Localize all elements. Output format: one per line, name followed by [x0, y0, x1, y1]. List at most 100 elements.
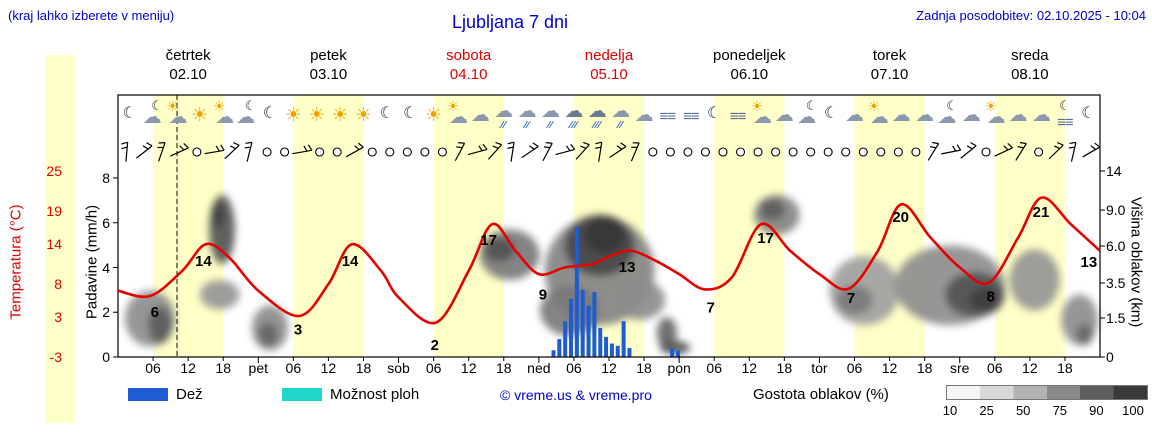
rain-bar — [592, 292, 597, 357]
calm-wind-icon — [823, 147, 833, 157]
wind-barb-icon — [994, 142, 1013, 157]
day-abbrev-label: pet — [248, 360, 269, 376]
sun-icon: ☀ — [308, 105, 326, 126]
rain-bar — [563, 321, 568, 357]
rain-icon: ☁ ∕∕ — [611, 101, 631, 131]
temp-value-label: 2 — [431, 337, 439, 354]
wind-barb-icon — [630, 142, 640, 162]
calm-wind-icon — [420, 147, 430, 157]
copyright-link[interactable]: © vreme.us & vreme.pro — [500, 387, 652, 403]
calm-wind-icon — [700, 147, 710, 157]
day-name-petek: petek — [310, 47, 347, 64]
wind-barb-icon — [521, 142, 539, 159]
sun-icon: ☀ — [425, 105, 443, 126]
wind-barb-icon — [487, 141, 503, 160]
rain-bar — [627, 348, 632, 357]
density-tick-label: 75 — [1052, 403, 1068, 418]
cloud-density-legend-label: Gostota oblakov (%) — [753, 386, 889, 403]
wind-barb-icon — [1048, 141, 1064, 160]
rain-bar — [586, 305, 591, 357]
wind-barb-icon — [292, 144, 313, 155]
calm-wind-icon — [718, 147, 728, 157]
cloud-blob — [759, 198, 785, 221]
rain-bar — [670, 348, 675, 357]
cloud-icon: ☁ — [774, 105, 794, 126]
wind-barb-icon — [575, 141, 590, 160]
precip-axis-tick: 4 — [102, 259, 110, 276]
calm-wind-icon — [648, 147, 658, 157]
wind-barb-icon — [244, 141, 253, 162]
moon-icon: ☾ — [379, 105, 395, 122]
calm-wind-icon — [332, 147, 342, 157]
cloud-blob — [614, 279, 666, 320]
density-tick-label: 25 — [979, 403, 994, 418]
wind-barb-icon — [507, 141, 515, 162]
calm-wind-icon — [806, 147, 816, 157]
cloud-blob — [258, 322, 279, 347]
showers-legend-swatch — [282, 388, 322, 401]
hour-label: 12 — [1022, 360, 1038, 376]
cloudmoon-icon: ☾ ☁ — [937, 98, 958, 128]
temp-value-label: 7 — [707, 299, 715, 316]
rain-bar — [551, 350, 556, 357]
day-date-06.10: 06.10 — [730, 66, 769, 83]
temp-value-label: 14 — [342, 253, 359, 270]
cloudmoon-icon: ☾ ☁ — [236, 98, 257, 128]
hour-label: 06 — [986, 360, 1003, 376]
cloudmoon-icon: ☾ ☁ — [142, 98, 163, 128]
temp-value-label: 21 — [1033, 204, 1050, 221]
calm-wind-icon — [437, 147, 447, 157]
wind-barb-icon — [542, 142, 553, 162]
hour-label: 18 — [1057, 360, 1073, 376]
day-abbrev-label: sob — [387, 360, 410, 376]
fog-icon: ≡≡ — [683, 108, 700, 125]
hour-label: 06 — [425, 360, 442, 376]
calm-wind-icon — [192, 147, 202, 157]
rain-bar — [621, 321, 626, 357]
day-name-ponedeljek: ponedeljek — [713, 47, 786, 64]
hour-label: 18 — [215, 360, 231, 376]
day-name-nedelja: nedelja — [584, 47, 634, 64]
calm-wind-icon — [911, 147, 921, 157]
cloud-cover-layer — [125, 194, 1098, 355]
hour-label: 12 — [180, 360, 196, 376]
temp-value-label: 8 — [987, 289, 995, 306]
density-tick-label: 10 — [942, 403, 958, 418]
day-name-sobota: sobota — [446, 47, 492, 64]
temp-axis-tick: 19 — [46, 202, 62, 219]
cloud-blob — [1076, 323, 1093, 346]
day-abbrev-label: pon — [667, 360, 691, 376]
temp-value-label: 17 — [480, 232, 497, 249]
day-date-02.10: 02.10 — [169, 66, 207, 83]
wind-barb-icon — [594, 141, 603, 162]
calm-wind-icon — [402, 147, 412, 157]
suncloud-icon: ☀ ☁ — [212, 98, 235, 128]
calm-wind-icon — [788, 147, 798, 157]
cloud-blob — [1009, 249, 1060, 311]
hour-label: 12 — [601, 360, 617, 376]
moon-icon: ☾ — [823, 105, 839, 122]
showers-legend-label: Možnost ploh — [330, 386, 420, 403]
hour-label: 12 — [320, 360, 337, 376]
temp-value-label: 7 — [847, 290, 855, 307]
hour-label: 18 — [916, 360, 933, 376]
cloud-blob — [585, 216, 625, 254]
sun-icon: ☀ — [331, 105, 349, 126]
hour-label: 18 — [495, 360, 512, 376]
moon-icon: ☾ — [1081, 105, 1096, 122]
wind-barb-icon — [555, 143, 576, 156]
cloud-icon: ☁ — [961, 105, 981, 126]
wind-barb-icon — [454, 142, 466, 162]
rain-icon: ☁ ∕∕ — [541, 101, 561, 131]
temp-value-label: 6 — [151, 304, 159, 321]
cloud-axis-tick: 0 — [1106, 349, 1114, 365]
temperature-curve — [117, 196, 1101, 325]
wind-barb-icon — [1015, 141, 1027, 161]
cloud-blob — [656, 317, 677, 350]
cloud-icon: ☁ — [845, 105, 864, 126]
moon-icon: ☾ — [707, 105, 722, 122]
rain-icon: ☁ ∕∕ — [517, 101, 537, 131]
cloud-blob — [659, 341, 691, 355]
temp-axis-tick: 14 — [46, 236, 62, 253]
